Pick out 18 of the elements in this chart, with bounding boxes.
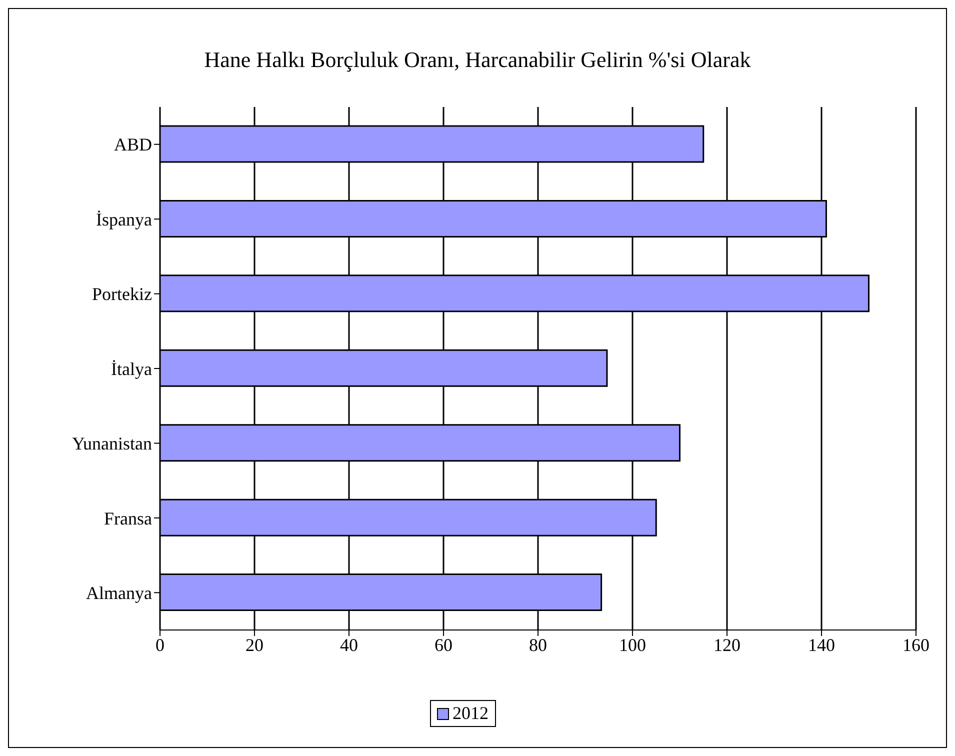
chart-title: Hane Halkı Borçluluk Oranı, Harcanabilir Gelirin %'si Olarak <box>203 47 752 74</box>
x-tick-label: 60 <box>434 634 452 655</box>
y-tick-label: İtalya <box>111 358 152 379</box>
x-tick-label: 40 <box>340 634 358 655</box>
y-tick-label: ABD <box>114 134 152 155</box>
y-tick-label: İspanya <box>96 209 152 230</box>
x-tick-label: 160 <box>902 634 930 655</box>
x-tick-label: 0 <box>156 634 164 655</box>
y-tick-label: Almanya <box>86 583 152 604</box>
x-tick-label: 140 <box>808 634 835 655</box>
x-tick-label: 100 <box>619 634 646 655</box>
legend-label: 2012 <box>452 703 488 724</box>
y-tick-label: Portekiz <box>92 284 152 304</box>
y-tick-label: Yunanistan <box>72 434 152 454</box>
x-tick-label: 80 <box>529 634 547 655</box>
y-tick-label: Fransa <box>104 508 152 528</box>
x-tick-label: 120 <box>714 634 740 655</box>
x-tick-label: 20 <box>246 634 264 655</box>
